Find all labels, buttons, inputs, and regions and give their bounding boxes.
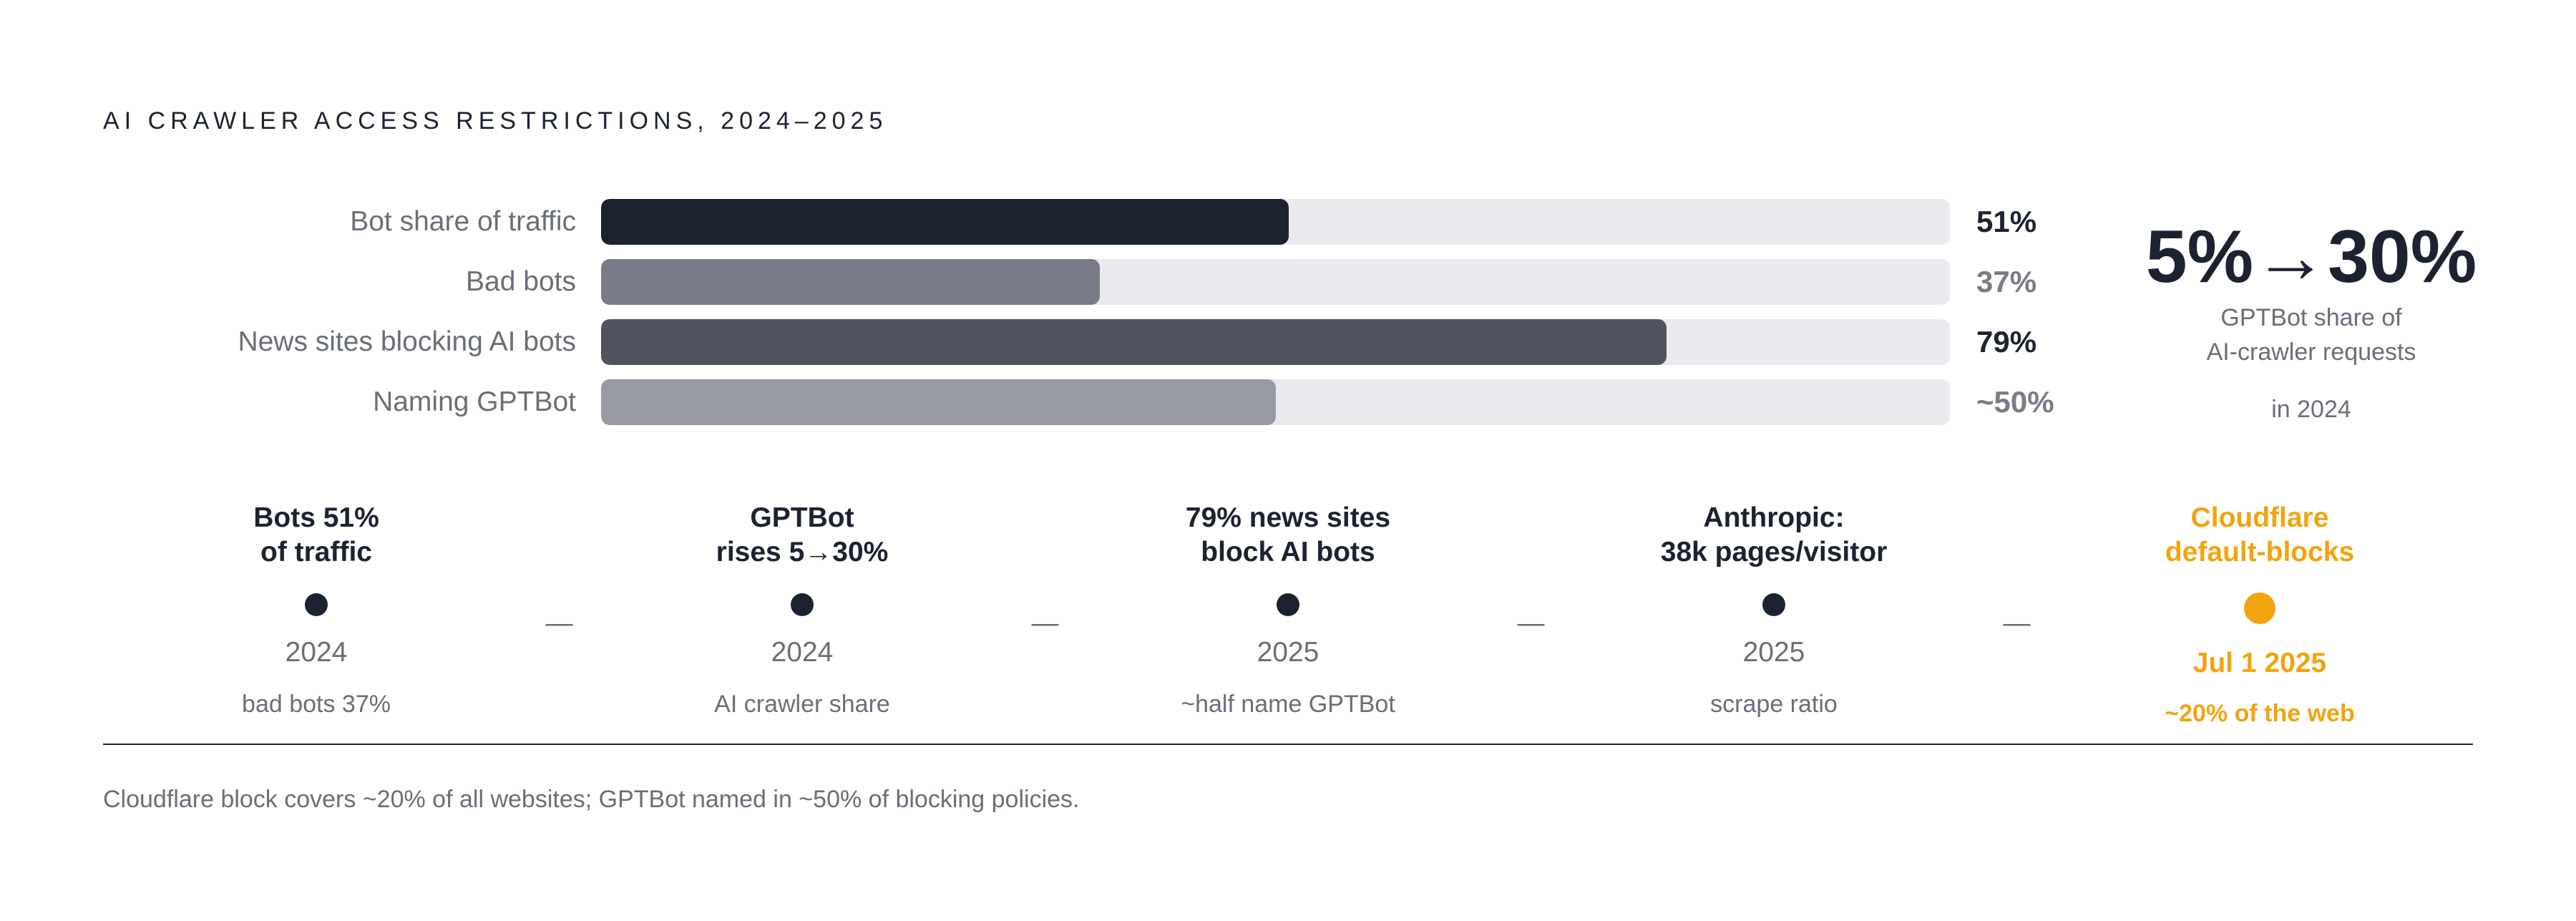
event-heading: rises 5→30% — [716, 537, 889, 567]
bar-track — [601, 199, 1950, 245]
bar-fill — [601, 379, 1276, 425]
bar-label: Naming GPTBot — [373, 386, 576, 417]
bar-label: Bot share of traffic — [350, 206, 576, 237]
bar-label: News sites blocking AI bots — [238, 326, 576, 357]
event-heading: 79% news sites — [1185, 502, 1391, 533]
event-heading: Bots 51% — [253, 502, 379, 533]
event-date: 2025 — [1257, 637, 1319, 668]
event-note: ~20% of the web — [2165, 700, 2355, 727]
timeline-separator: — — [2003, 608, 2031, 638]
kpi-caption-line3: in 2024 — [2271, 396, 2351, 423]
bar-value-label: ~50% — [1976, 385, 2054, 419]
event-heading: of traffic — [260, 537, 372, 567]
bar-fill — [601, 199, 1289, 245]
bar-track — [601, 379, 1950, 425]
event-note: AI crawler share — [714, 691, 890, 718]
event-heading: block AI bots — [1201, 537, 1375, 567]
bar-track — [601, 259, 1950, 305]
event-heading: default-blocks — [2165, 537, 2355, 567]
bar-value-label: 79% — [1976, 325, 2037, 359]
event-dot — [791, 593, 814, 616]
timeline-separator: — — [545, 608, 573, 638]
bar-track — [601, 319, 1950, 365]
divider-rule — [103, 744, 2473, 745]
kpi-headline: 5%→30% — [2145, 215, 2477, 298]
event-date: 2025 — [1742, 637, 1805, 668]
event-heading: GPTBot — [750, 502, 854, 533]
event-dot — [305, 593, 328, 616]
event-dot — [1762, 593, 1785, 616]
bar-value-label: 51% — [1976, 205, 2037, 238]
event-note: ~half name GPTBot — [1181, 691, 1395, 718]
bar-value-label: 37% — [1976, 265, 2037, 298]
event-date: 2024 — [285, 637, 348, 668]
event-heading: Cloudflare — [2190, 502, 2329, 533]
footnote: Cloudflare block covers ~20% of all webs… — [103, 786, 1080, 813]
kpi-caption-line1: GPTBot share of — [2220, 304, 2402, 331]
event-heading: 38k pages/visitor — [1660, 537, 1888, 567]
chart-title: AI CRAWLER ACCESS RESTRICTIONS, 2024–202… — [103, 107, 888, 135]
timeline-separator: — — [1031, 608, 1059, 638]
bar-label: Bad bots — [466, 266, 576, 297]
kpi-caption-line2: AI-crawler requests — [2206, 338, 2416, 366]
event-note: bad bots 37% — [242, 691, 391, 718]
timeline-separator: — — [1517, 608, 1545, 638]
event-date: 2024 — [771, 637, 834, 668]
event-note: scrape ratio — [1710, 691, 1838, 718]
event-heading: Anthropic: — [1703, 502, 1845, 533]
event-dot — [1277, 593, 1299, 616]
bar-fill — [601, 259, 1100, 305]
event-dot — [2244, 593, 2275, 624]
bar-chart: Bot share of traffic 51% Bad bots 37% News s… — [0, 0, 2576, 458]
event-date: Jul 1 2025 — [2192, 648, 2327, 678]
bar-fill — [601, 319, 1667, 365]
